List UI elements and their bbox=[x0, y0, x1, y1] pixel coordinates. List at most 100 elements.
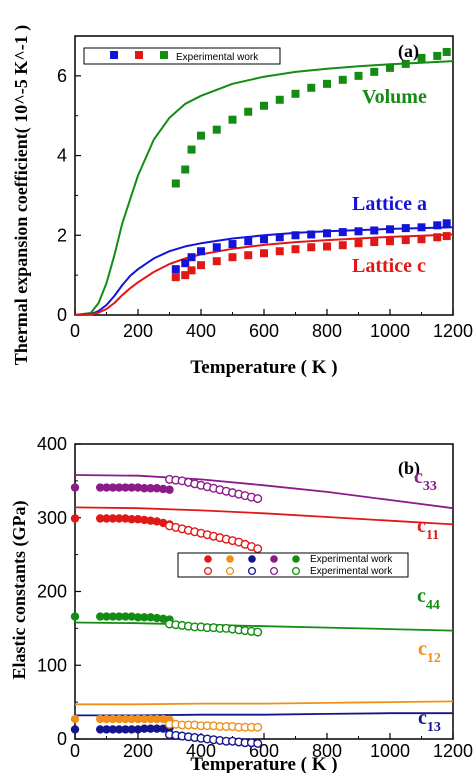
x-tick-label-a: 600 bbox=[249, 321, 279, 341]
annotation-c44: c44 bbox=[417, 585, 440, 613]
exp-point-lattice_c bbox=[197, 261, 205, 270]
x-axis-label-b: Temperature ( K ) bbox=[190, 754, 337, 773]
exp-point-volume bbox=[181, 165, 190, 174]
legend-b: Experimental work Experimental work bbox=[177, 552, 409, 578]
exp-filled-point-c33 bbox=[96, 483, 105, 492]
exp-filled-point-c33 bbox=[102, 483, 111, 492]
curve-c33 bbox=[74, 474, 454, 510]
exp-filled-point-c33 bbox=[159, 484, 168, 494]
exp-filled-point-c44 bbox=[152, 613, 162, 623]
exp-filled-point-c11 bbox=[127, 515, 136, 524]
legend-label-a: Experimental work bbox=[176, 52, 259, 63]
exp-point-volume bbox=[228, 115, 237, 124]
curve-c11 bbox=[74, 506, 454, 526]
exp-filled-point-c13 bbox=[159, 724, 168, 733]
y-tick-label-b: 0 bbox=[57, 729, 67, 749]
exp-filled-point-c44 bbox=[70, 612, 80, 621]
exp-filled-point-c13 bbox=[146, 724, 155, 733]
legend-open-marker-c12 bbox=[225, 566, 235, 576]
exp-filled-point-c12 bbox=[140, 714, 149, 724]
x-axis-label-a: Temperature ( K ) bbox=[190, 357, 337, 378]
exp-point-volume bbox=[171, 179, 180, 188]
exp-filled-point-c11 bbox=[152, 517, 162, 526]
exp-filled-point-c11 bbox=[108, 514, 118, 523]
exp-filled-point-c44 bbox=[114, 612, 124, 621]
exp-point-lattice_a bbox=[354, 227, 363, 236]
exp-point-lattice_c bbox=[244, 251, 253, 260]
exp-point-volume bbox=[323, 79, 331, 88]
exp-filled-point-c11 bbox=[140, 515, 149, 525]
exp-point-volume bbox=[187, 145, 196, 154]
legend-marker-red bbox=[135, 51, 143, 59]
annotation-lattice-a: Lattice a bbox=[352, 193, 427, 215]
legend-open-marker-c11 bbox=[203, 566, 213, 576]
exp-point-volume bbox=[442, 47, 451, 56]
exp-point-lattice_a bbox=[417, 223, 426, 232]
legend-filled-marker-c44 bbox=[292, 555, 300, 563]
exp-point-lattice_a bbox=[307, 230, 316, 239]
exp-filled-point-c13 bbox=[133, 725, 143, 734]
exp-point-lattice_c bbox=[291, 245, 300, 254]
exp-filled-point-c33 bbox=[121, 483, 130, 492]
exp-point-lattice_a bbox=[187, 253, 196, 262]
exp-point-lattice_c bbox=[417, 235, 426, 244]
legend-filled-marker-c12 bbox=[226, 555, 234, 563]
x-tick-label-b: 400 bbox=[186, 741, 216, 761]
exp-point-volume bbox=[244, 107, 253, 116]
exp-filled-point-c44 bbox=[159, 614, 168, 623]
curves-b bbox=[74, 474, 454, 717]
exp-point-lattice_a bbox=[275, 233, 284, 242]
exp-filled-point-c33 bbox=[165, 485, 174, 494]
x-tick-label-a: 200 bbox=[123, 321, 153, 341]
ticks-a: 0 200 400 600 800 1000 1200 0 2 4 6 bbox=[57, 66, 473, 341]
exp-point-lattice_c bbox=[171, 273, 180, 282]
exp-point-volume bbox=[275, 95, 284, 104]
y-tick-label-a: 4 bbox=[57, 146, 67, 166]
exp-filled-point-c44 bbox=[121, 612, 130, 621]
exp-filled-point-c44 bbox=[96, 612, 105, 621]
y-tick-label-b: 200 bbox=[37, 582, 67, 602]
exp-open-point-c33 bbox=[253, 494, 263, 504]
exp-filled-point-c13 bbox=[140, 724, 149, 733]
exp-point-lattice_c bbox=[275, 247, 284, 256]
exp-filled-point-c12 bbox=[133, 714, 143, 724]
exp-filled-point-c33 bbox=[146, 484, 155, 493]
x-tick-label-a: 400 bbox=[186, 321, 216, 341]
curve-c12 bbox=[75, 700, 454, 706]
exp-filled-point-c12 bbox=[96, 714, 105, 724]
exp-filled-point-c11 bbox=[114, 514, 124, 523]
annotation-c12: c12 bbox=[418, 638, 441, 666]
legend-marker-blue bbox=[110, 51, 118, 59]
exp-point-lattice_a bbox=[291, 231, 300, 240]
exp-filled-point-c33 bbox=[114, 483, 124, 492]
x-tick-label-b: 0 bbox=[70, 741, 80, 761]
exp-point-lattice_c bbox=[260, 249, 268, 258]
exp-open-point-c12 bbox=[253, 722, 263, 732]
panel-label-a: (a) bbox=[398, 41, 419, 62]
exp-filled-point-c44 bbox=[102, 612, 111, 621]
exp-filled-point-c13 bbox=[127, 725, 136, 734]
x-tick-label-b: 200 bbox=[123, 741, 153, 761]
y-axis-label-a: Thermal expansion coefficient( 10^-5 K^-… bbox=[11, 25, 32, 365]
curve-lattice_a bbox=[74, 226, 454, 316]
legend-open-marker-c13 bbox=[247, 566, 257, 576]
exp-filled-point-c13 bbox=[102, 725, 111, 734]
exp-filled-point-c12 bbox=[121, 714, 130, 724]
exp-point-volume bbox=[197, 131, 205, 140]
exp-open-point-c44 bbox=[253, 627, 263, 637]
exp-point-volume bbox=[212, 125, 221, 134]
exp-filled-point-c33 bbox=[140, 484, 149, 493]
exp-point-lattice_a bbox=[171, 265, 180, 274]
exp-point-lattice_c bbox=[370, 238, 379, 247]
exp-point-lattice_a bbox=[370, 226, 379, 235]
exp-filled-point-c12 bbox=[152, 714, 162, 724]
exp-filled-point-c13 bbox=[152, 724, 162, 733]
exp-point-lattice_a bbox=[212, 243, 221, 252]
panel-label-b: (b) bbox=[398, 458, 420, 479]
exp-filled-point-c11 bbox=[121, 514, 130, 523]
x-tick-label-b: 1000 bbox=[370, 741, 410, 761]
exp-point-lattice_c bbox=[442, 232, 451, 241]
exp-point-lattice_c bbox=[187, 266, 196, 275]
